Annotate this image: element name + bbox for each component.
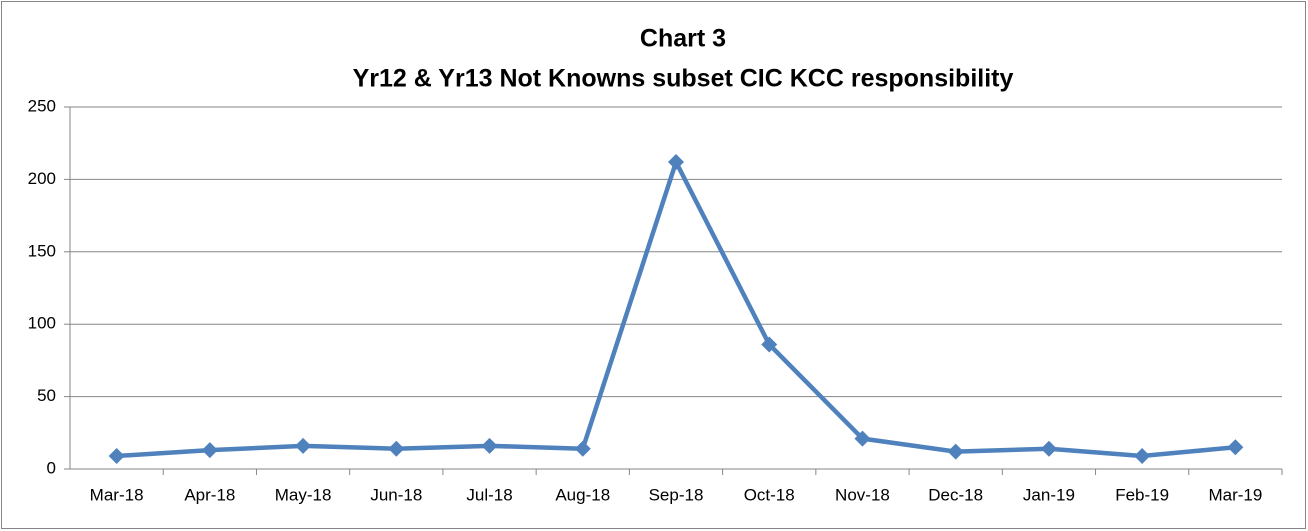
x-tick-label: Jan-19 <box>1023 485 1075 504</box>
x-tick-label: Jun-18 <box>370 485 422 504</box>
marker <box>388 440 405 457</box>
x-tick-label: Sep-18 <box>649 485 704 504</box>
marker <box>1134 447 1151 464</box>
marker <box>1040 440 1057 457</box>
y-tick-label: 250 <box>28 96 56 115</box>
y-tick-label: 100 <box>28 314 56 333</box>
marker <box>108 447 125 464</box>
y-tick-label: 50 <box>37 386 56 405</box>
x-tick-label: Aug-18 <box>555 485 610 504</box>
marker <box>854 430 871 447</box>
y-tick-label: 200 <box>28 169 56 188</box>
x-tick-label: Dec-18 <box>928 485 983 504</box>
x-tick-label: May-18 <box>275 485 332 504</box>
marker <box>201 442 218 459</box>
marker <box>761 336 778 353</box>
marker <box>295 437 312 454</box>
x-tick-label: Jul-18 <box>466 485 512 504</box>
x-tick-label: Oct-18 <box>744 485 795 504</box>
x-tick-label: Apr-18 <box>184 485 235 504</box>
x-tick-label: Mar-19 <box>1208 485 1262 504</box>
x-tick-label: Nov-18 <box>835 485 890 504</box>
y-tick-label: 0 <box>47 458 56 477</box>
chart-subtitle: Yr12 & Yr13 Not Knowns subset CIC KCC re… <box>353 65 1014 93</box>
x-tick-label: Feb-19 <box>1115 485 1169 504</box>
marker <box>947 443 964 460</box>
chart-title: Chart 3 <box>640 25 726 53</box>
marker <box>1227 439 1244 456</box>
marker <box>574 440 591 457</box>
marker <box>668 154 684 171</box>
y-tick-label: 150 <box>28 241 56 260</box>
marker <box>481 437 498 454</box>
x-tick-label: Mar-18 <box>90 485 144 504</box>
